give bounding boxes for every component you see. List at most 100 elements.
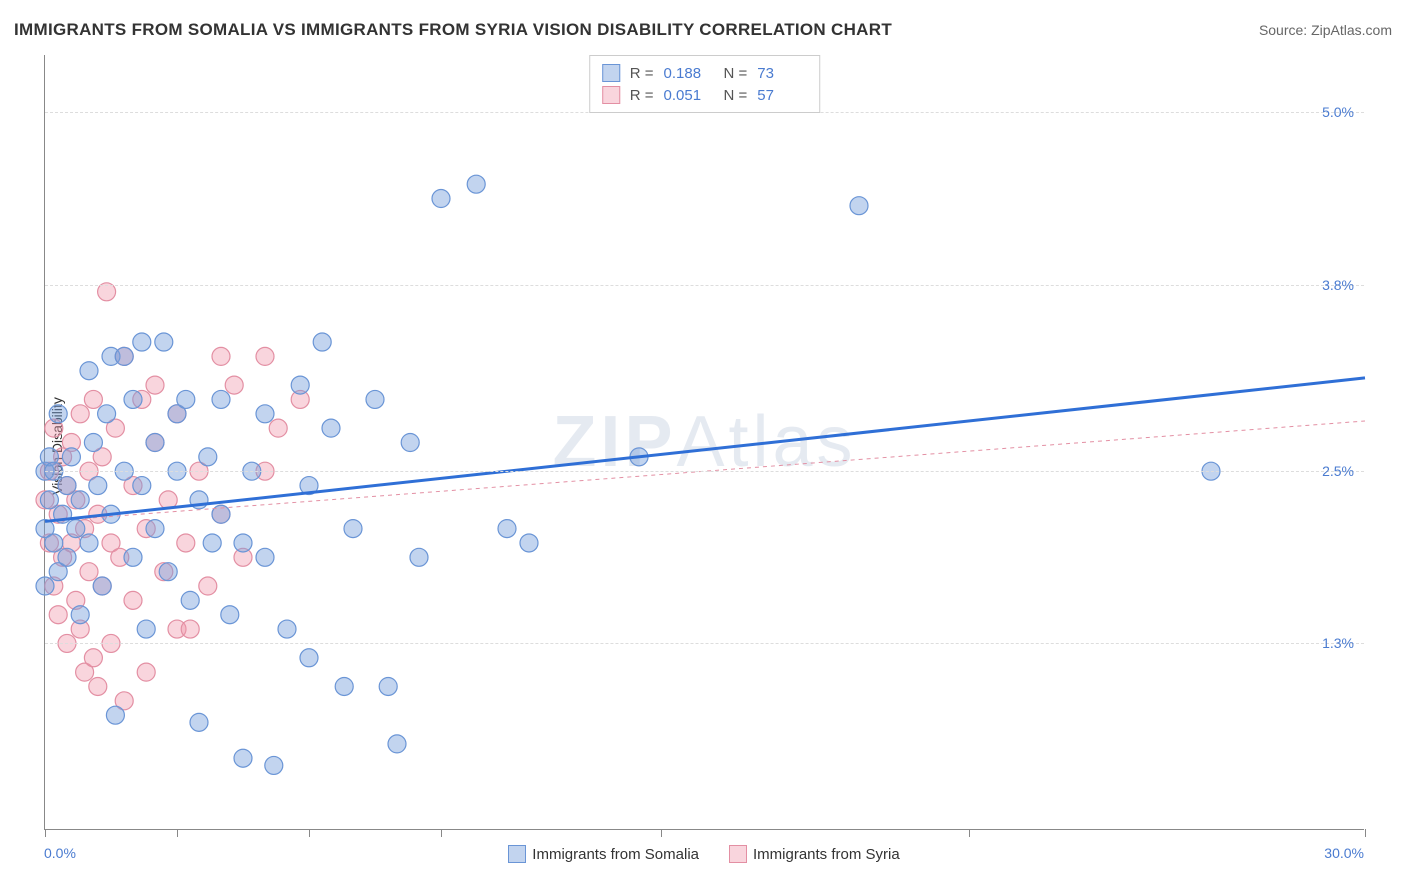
x-tick: [661, 829, 662, 837]
data-point: [71, 405, 89, 423]
data-point: [80, 534, 98, 552]
r-value-somalia: 0.188: [664, 65, 714, 82]
y-tick-label: 1.3%: [1322, 635, 1354, 651]
data-point: [49, 405, 67, 423]
data-point: [98, 405, 116, 423]
data-point: [155, 333, 173, 351]
data-point: [190, 713, 208, 731]
n-label: N =: [724, 87, 748, 104]
data-point: [379, 677, 397, 695]
data-point: [124, 390, 142, 408]
data-point: [115, 347, 133, 365]
data-point: [89, 677, 107, 695]
data-point: [40, 491, 58, 509]
data-point: [269, 419, 287, 437]
data-point: [344, 520, 362, 538]
gridline: [45, 471, 1364, 472]
data-point: [36, 577, 54, 595]
data-point: [49, 606, 67, 624]
data-point: [67, 520, 85, 538]
data-point: [278, 620, 296, 638]
gridline: [45, 285, 1364, 286]
data-point: [45, 534, 63, 552]
data-point: [234, 749, 252, 767]
data-point: [124, 548, 142, 566]
data-point: [71, 491, 89, 509]
trend-line: [45, 378, 1365, 522]
data-point: [177, 534, 195, 552]
legend-swatch-somalia-bottom: [508, 845, 526, 863]
data-point: [89, 477, 107, 495]
data-point: [212, 390, 230, 408]
data-point: [256, 347, 274, 365]
data-point: [203, 534, 221, 552]
data-point: [177, 390, 195, 408]
data-point: [124, 591, 142, 609]
legend-row-syria: R = 0.051 N = 57: [602, 84, 808, 106]
data-point: [146, 376, 164, 394]
data-point: [366, 390, 384, 408]
data-point: [133, 333, 151, 351]
data-point: [265, 756, 283, 774]
n-value-somalia: 73: [757, 65, 807, 82]
data-point: [498, 520, 516, 538]
data-point: [256, 548, 274, 566]
plot-area: ZIPAtlas R = 0.188 N = 73 R = 0.051 N = …: [44, 55, 1364, 830]
legend-swatch-somalia: [602, 64, 620, 82]
data-point: [137, 663, 155, 681]
data-point: [181, 591, 199, 609]
y-tick-label: 5.0%: [1322, 104, 1354, 120]
data-point: [80, 563, 98, 581]
n-value-syria: 57: [757, 87, 807, 104]
data-point: [58, 477, 76, 495]
data-point: [335, 677, 353, 695]
data-point: [181, 620, 199, 638]
data-point: [80, 362, 98, 380]
data-point: [221, 606, 239, 624]
data-point: [137, 620, 155, 638]
data-point: [520, 534, 538, 552]
legend-swatch-syria-bottom: [729, 845, 747, 863]
data-point: [291, 376, 309, 394]
data-point: [159, 563, 177, 581]
r-value-syria: 0.051: [664, 87, 714, 104]
data-point: [313, 333, 331, 351]
legend-item-syria: Immigrants from Syria: [729, 845, 900, 863]
x-tick: [45, 829, 46, 837]
legend-item-somalia: Immigrants from Somalia: [508, 845, 699, 863]
data-point: [93, 577, 111, 595]
n-label: N =: [724, 65, 748, 82]
data-point: [410, 548, 428, 566]
chart-title: IMMIGRANTS FROM SOMALIA VS IMMIGRANTS FR…: [14, 20, 892, 40]
data-point: [84, 390, 102, 408]
x-tick: [969, 829, 970, 837]
x-tick: [441, 829, 442, 837]
data-point: [133, 477, 151, 495]
legend-swatch-syria: [602, 86, 620, 104]
x-tick: [309, 829, 310, 837]
series-legend: Immigrants from Somalia Immigrants from …: [44, 845, 1364, 863]
data-point: [106, 706, 124, 724]
legend-row-somalia: R = 0.188 N = 73: [602, 62, 808, 84]
data-point: [432, 190, 450, 208]
data-point: [62, 448, 80, 466]
data-point: [71, 606, 89, 624]
data-point: [322, 419, 340, 437]
data-point: [256, 405, 274, 423]
gridline: [45, 643, 1364, 644]
legend-label-somalia: Immigrants from Somalia: [532, 846, 699, 863]
r-label: R =: [630, 65, 654, 82]
data-point: [199, 577, 217, 595]
chart-header: IMMIGRANTS FROM SOMALIA VS IMMIGRANTS FR…: [14, 20, 1392, 40]
data-point: [58, 548, 76, 566]
scatter-svg: [45, 55, 1364, 829]
data-point: [401, 434, 419, 452]
legend-label-syria: Immigrants from Syria: [753, 846, 900, 863]
r-label: R =: [630, 87, 654, 104]
data-point: [212, 347, 230, 365]
data-point: [300, 649, 318, 667]
data-point: [199, 448, 217, 466]
x-tick: [1365, 829, 1366, 837]
y-tick-label: 2.5%: [1322, 463, 1354, 479]
data-point: [84, 649, 102, 667]
